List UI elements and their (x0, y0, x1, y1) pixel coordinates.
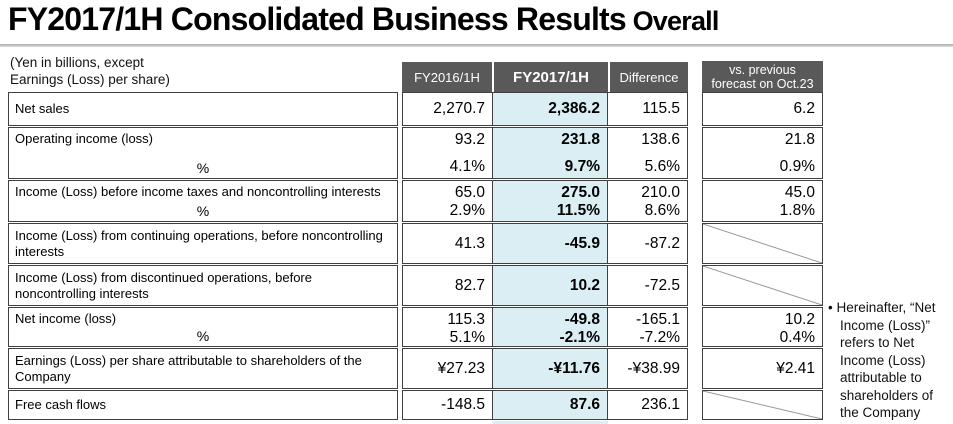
forecast-column: 6.2 21.8 0.9% 45.0 1.8% 10.2 0.4% ¥2.41 (702, 92, 823, 421)
forecast-cell-free-cash-flows-na (702, 390, 823, 420)
forecast-cell-income-before-taxes: 45.0 1.8% (702, 180, 823, 222)
page-title-suffix: Overall (625, 6, 720, 36)
column-header-fy2016: FY2016/1H (402, 62, 492, 92)
row-label-net-sales: Net sales (8, 92, 398, 126)
cell-fy2017: 2,386.2 (493, 93, 608, 125)
forecast-cell-operating-income: 21.8 0.9% (702, 127, 823, 179)
table-row-free-cash-flows-values: -148.5 87.6 236.1 (402, 390, 688, 420)
cell-difference: -87.2 (644, 234, 680, 252)
cell-fy2016: 93.2 4.1% (403, 128, 493, 178)
cell-fy2016: 115.3 5.1% (403, 308, 493, 346)
percent-label: % (196, 160, 210, 176)
forecast-cell-discontinued-operations-na (702, 265, 823, 306)
units-note-line1: (Yen in billions, except (10, 55, 144, 70)
percent-label: % (196, 203, 210, 219)
cell-difference: 138.6 5.6% (641, 131, 680, 175)
row-label-free-cash-flows: Free cash flows (8, 390, 398, 420)
row-label-column: Net sales Operating income (loss) % Inco… (8, 92, 398, 421)
cell-fy2016: 2,270.7 (403, 93, 493, 125)
cell-difference: -72.5 (644, 276, 680, 294)
units-note: (Yen in billions, except Earnings (Loss)… (10, 55, 170, 88)
cell-fy2017: 10.2 (493, 266, 608, 305)
note-bullet: • (828, 300, 833, 315)
column-header-vs-forecast-line1: vs. previous (729, 62, 796, 77)
forecast-cell-net-sales: 6.2 (702, 92, 823, 126)
cell-fy2017: -45.9 (493, 224, 608, 263)
row-label-net-income: Net income (loss) % (8, 307, 398, 347)
cell-fy2016: 82.7 (403, 266, 493, 305)
data-column-group: 2,270.7 2,386.2 115.5 93.2 4.1% 231.8 9.… (402, 92, 688, 421)
cell-fy2017: 275.0 11.5% (493, 181, 608, 221)
table-row-operating-income-values: 93.2 4.1% 231.8 9.7% 138.6 5.6% (402, 127, 688, 179)
forecast-cell-eps: ¥2.41 (702, 348, 823, 389)
page-title: FY2017/1H Consolidated Business Results … (8, 1, 719, 38)
cell-fy2016: 65.0 2.9% (403, 181, 493, 221)
title-underline (0, 44, 953, 47)
row-label-eps: Earnings (Loss) per share attributable t… (8, 348, 398, 389)
cell-difference: 210.0 8.6% (641, 184, 680, 219)
table-row-eps-values: ¥27.23 -¥11.76 -¥38.99 (402, 348, 688, 389)
row-label-operating-income: Operating income (loss) % (8, 127, 398, 179)
units-note-line2: Earnings (Loss) per share) (10, 71, 170, 87)
cell-fy2016: 41.3 (403, 224, 493, 263)
cell-fy2016: -148.5 (403, 391, 493, 419)
cell-difference: 236.1 (641, 396, 680, 413)
forecast-cell-net-income: 10.2 0.4% (702, 307, 823, 347)
cell-difference: -165.1 -7.2% (636, 311, 680, 346)
table-row-income-before-taxes-values: 65.0 2.9% 275.0 11.5% 210.0 8.6% (402, 180, 688, 222)
table-row-discontinued-operations-values: 82.7 10.2 -72.5 (402, 265, 688, 306)
column-header-vs-forecast-line2: forecast on Oct.23 (711, 76, 814, 91)
row-label-discontinued-operations: Income (Loss) from discontinued operatio… (8, 265, 398, 306)
forecast-cell-continuing-operations-na (702, 223, 823, 264)
highlight-column-continuation (493, 421, 608, 424)
cell-fy2016: ¥27.23 (403, 349, 493, 388)
column-header-vs-forecast: vs. previous forecast on Oct.23 (702, 61, 823, 92)
hereinafter-note: • Hereinafter, “Net Income (Loss)” refer… (828, 299, 952, 422)
column-header-fy2017: FY2017/1H (494, 62, 608, 92)
cell-fy2017: -¥11.76 (493, 349, 608, 388)
column-header-difference: Difference (610, 62, 688, 92)
cell-fy2017: 87.6 (493, 391, 608, 419)
page-title-main: FY2017/1H Consolidated Business Results (8, 1, 627, 37)
cell-difference: -¥38.99 (627, 359, 680, 377)
cell-fy2017: 231.8 9.7% (493, 128, 608, 178)
cell-difference: 115.5 (642, 100, 680, 117)
row-label-income-before-taxes: Income (Loss) before income taxes and no… (8, 180, 398, 222)
cell-fy2017: -49.8 -2.1% (493, 308, 608, 346)
table-row-net-sales-values: 2,270.7 2,386.2 115.5 (402, 92, 688, 126)
note-text: Hereinafter, “Net Income (Loss)” refers … (836, 300, 936, 420)
table-row-net-income-values: 115.3 5.1% -49.8 -2.1% -165.1 -7.2% (402, 307, 688, 347)
table-row-continuing-operations-values: 41.3 -45.9 -87.2 (402, 223, 688, 264)
percent-label: % (196, 328, 210, 344)
row-label-continuing-operations: Income (Loss) from continuing operations… (8, 223, 398, 264)
